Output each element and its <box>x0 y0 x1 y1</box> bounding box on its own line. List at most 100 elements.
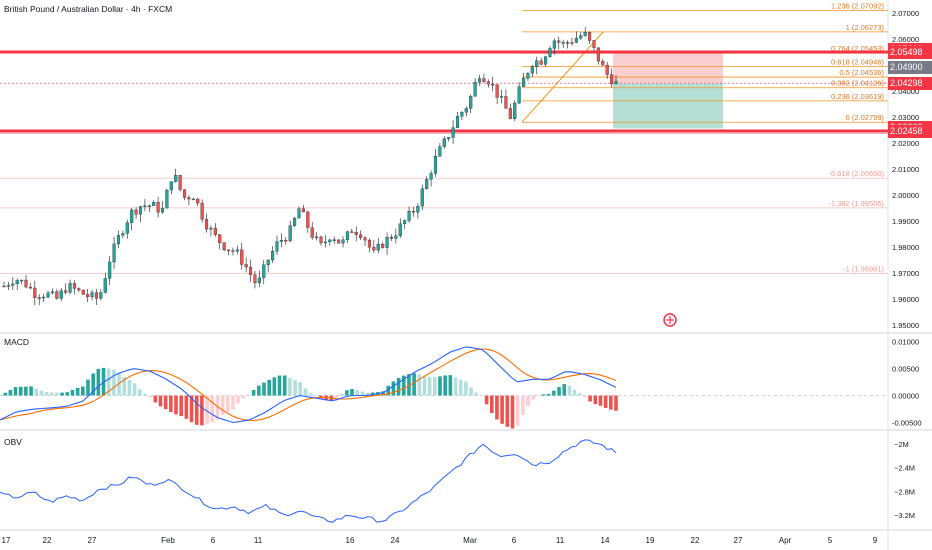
macd-histogram-bar <box>194 395 199 425</box>
candle-body <box>77 288 81 291</box>
candle-body <box>473 81 477 97</box>
macd-histogram-bar <box>137 389 142 396</box>
candle-body <box>394 235 398 239</box>
candle-body <box>491 83 495 86</box>
macd-histogram-bar <box>277 375 282 396</box>
fib-retracement[interactable]: 1.236 (2.07092) 1 (2.06273) 0.764 (2.05453… <box>0 2 888 274</box>
position-tool[interactable] <box>613 52 723 129</box>
macd-histogram-bar <box>96 368 101 396</box>
candle-body <box>416 205 420 213</box>
macd-histogram-bar <box>448 375 453 396</box>
macd-histogram-bar <box>350 389 354 396</box>
price-axis-tick: 1.99000 <box>892 217 919 226</box>
candle-body <box>521 78 526 87</box>
candle-body <box>504 96 508 109</box>
macd-histogram-bar <box>13 387 18 396</box>
obv-indicator <box>0 439 617 523</box>
candle-body <box>345 231 349 241</box>
macd-histogram-bar <box>81 386 85 396</box>
candle-body <box>143 205 147 208</box>
candle-body <box>24 279 28 288</box>
horizontal-levels[interactable] <box>0 50 888 134</box>
macd-histogram-bar <box>251 390 256 396</box>
macd-histogram-bar <box>536 395 541 397</box>
candle-body <box>517 86 521 104</box>
candle-body <box>125 222 129 234</box>
candle-body <box>42 296 46 299</box>
stop-loss-zone <box>613 52 723 84</box>
time-axis-tick: 22 <box>43 536 52 545</box>
candle-body <box>240 249 244 265</box>
macd-histogram-bar <box>396 378 401 396</box>
macd-histogram-bar <box>479 395 484 397</box>
macd-axis-tick: -0.00500 <box>892 419 922 428</box>
candle-body <box>544 56 548 65</box>
macd-histogram-bar <box>339 393 344 396</box>
candle-body <box>447 137 451 139</box>
macd-histogram-bar <box>521 395 525 415</box>
candle-body <box>469 95 473 109</box>
obv-axis-tick: −2M <box>894 440 909 449</box>
candle-body <box>59 290 63 299</box>
candle-body <box>121 233 125 236</box>
candle-body <box>249 266 253 276</box>
fib-level-label: 0.5 (2.04536) <box>839 68 884 77</box>
candle-body <box>112 243 116 263</box>
candle-body <box>548 48 552 57</box>
macd-histogram-bar <box>29 386 33 396</box>
macd-histogram-bar <box>44 391 49 396</box>
candle-body <box>218 234 222 243</box>
macd-histogram-bar <box>510 395 515 429</box>
macd-histogram-bar <box>308 393 313 396</box>
macd-histogram-bar <box>438 376 442 396</box>
candle-body <box>187 197 191 200</box>
candle-body <box>570 42 574 44</box>
price-axis-tick: 2.04000 <box>892 87 919 96</box>
macd-histogram-bar <box>127 380 132 396</box>
price-label: 2.05498 <box>888 45 932 59</box>
candle-body <box>68 283 72 293</box>
take-profit-zone <box>613 83 723 129</box>
macd-histogram-bar <box>241 395 246 399</box>
macd-histogram-bar <box>293 379 297 396</box>
candle-body <box>284 239 288 242</box>
time-axis-tick: 22 <box>691 536 700 545</box>
candle-body <box>138 206 143 215</box>
candle-body <box>50 291 54 294</box>
candle-body <box>610 74 614 85</box>
macd-label: MACD <box>4 337 30 347</box>
alert-marker[interactable] <box>663 313 677 327</box>
macd-histogram-bar <box>515 395 520 426</box>
candle-body <box>28 286 32 289</box>
candle-body <box>182 189 187 198</box>
symbol-title: British Pound / Australian Dollar · 4h ·… <box>4 4 173 14</box>
macd-histogram-bar <box>257 385 261 396</box>
candle-body <box>235 249 239 252</box>
time-axis-tick: Feb <box>161 536 175 545</box>
candle-body <box>262 264 266 278</box>
candle-body <box>297 208 301 219</box>
macd-histogram-bar <box>262 382 266 396</box>
macd-histogram-bar <box>34 388 39 396</box>
candle-body <box>398 223 402 236</box>
candle-body <box>372 247 376 251</box>
candle-body <box>363 237 367 241</box>
candle-body <box>275 241 279 252</box>
macd-histogram-bar <box>184 395 189 419</box>
macd-histogram-bar <box>200 395 204 426</box>
macd-histogram-bar <box>313 395 318 397</box>
candle-body <box>583 32 587 36</box>
time-axis-tick: 5 <box>828 536 833 545</box>
macd-histogram-bar <box>18 386 23 396</box>
macd-histogram-bar <box>572 389 577 396</box>
macd-histogram-bar <box>588 395 592 402</box>
macd-histogram-bar <box>303 388 308 396</box>
candle-body <box>420 188 424 207</box>
macd-histogram-bar <box>345 390 349 396</box>
fib-trend-line <box>521 31 604 123</box>
candle-body <box>442 138 446 147</box>
macd-histogram-bar <box>8 389 13 396</box>
time-axis-tick: 27 <box>734 536 743 545</box>
candle-body <box>37 297 41 299</box>
